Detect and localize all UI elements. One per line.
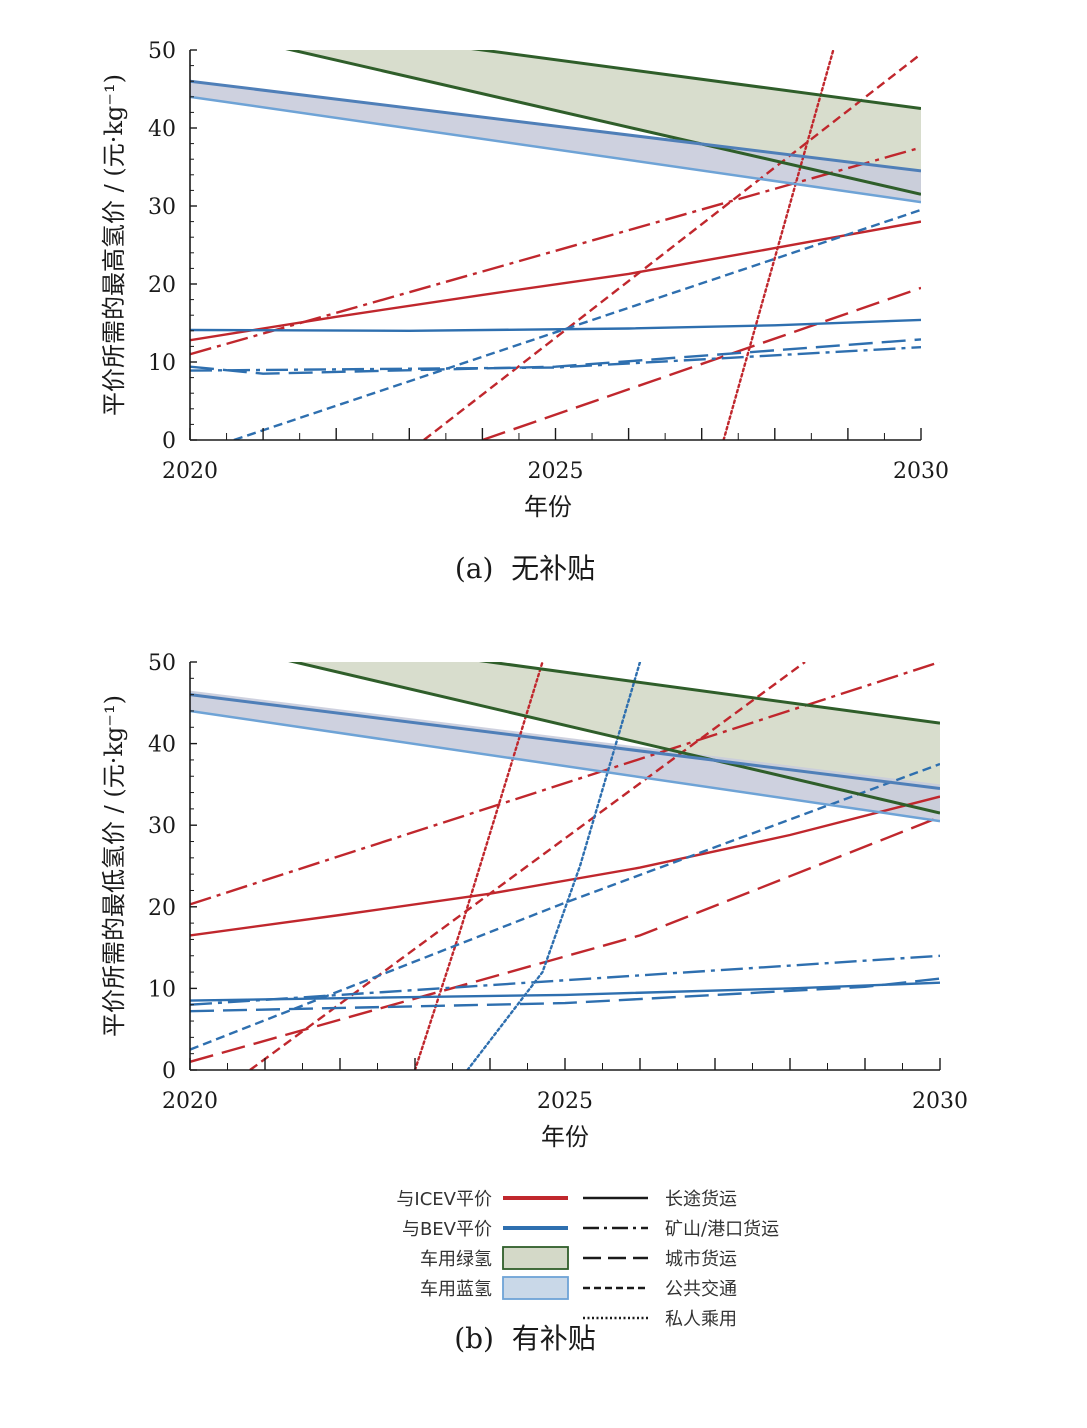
y-tick-label: 10 bbox=[148, 351, 176, 376]
x-tick-label: 2020 bbox=[162, 1089, 218, 1114]
y-tick-label: 40 bbox=[148, 117, 176, 142]
legend-label-bev: 与BEV平价 bbox=[402, 1219, 492, 1240]
legend: 与ICEV平价 与BEV平价 车用绿氢 车用蓝氢 长途货运 矿山/港口货运 城市… bbox=[396, 1189, 779, 1330]
y-tick-label: 50 bbox=[148, 39, 176, 64]
series-line-0 bbox=[190, 795, 940, 937]
x-tick-label: 2030 bbox=[893, 459, 949, 484]
series-line-8 bbox=[233, 208, 921, 440]
legend-label-long-haul: 长途货运 bbox=[665, 1189, 737, 1210]
series-line-12 bbox=[190, 693, 940, 790]
series-line-4 bbox=[722, 50, 835, 440]
plot-area-b bbox=[190, 662, 940, 1070]
y-axis-label-b: 平价所需的最低氢价 / (元·kg⁻¹) bbox=[100, 695, 128, 1037]
plot-area-a bbox=[190, 50, 921, 440]
series-line-5 bbox=[190, 981, 940, 1002]
y-tick-label: 10 bbox=[148, 977, 176, 1002]
series-line-6 bbox=[190, 954, 940, 1006]
y-tick-label: 0 bbox=[162, 1059, 176, 1084]
x-tick-label: 2030 bbox=[912, 1089, 968, 1114]
x-tick-label: 2025 bbox=[537, 1089, 593, 1114]
series-line-9 bbox=[471, 50, 921, 110]
series-line-5 bbox=[190, 318, 921, 333]
series-line-2 bbox=[190, 815, 940, 1063]
x-tick-label: 2025 bbox=[528, 459, 584, 484]
legend-swatch-box bbox=[502, 1246, 569, 1270]
caption-a: (a) 无补贴 bbox=[455, 552, 595, 585]
y-axis-label-a: 平价所需的最高氢价 / (元·kg⁻¹) bbox=[100, 74, 128, 416]
y-tick-label: 30 bbox=[148, 195, 176, 220]
series-line-13 bbox=[190, 709, 940, 823]
band-blue-h2 bbox=[190, 690, 940, 822]
series-line-7 bbox=[190, 338, 921, 375]
series-line-1 bbox=[190, 662, 940, 906]
legend-color-keys: 与ICEV平价 与BEV平价 车用绿氢 车用蓝氢 bbox=[396, 1189, 569, 1300]
y-tick-label: 0 bbox=[162, 429, 176, 454]
series-line-3 bbox=[423, 52, 921, 440]
y-tick-label: 50 bbox=[148, 651, 176, 676]
band-blue-h2 bbox=[190, 81, 921, 203]
series-line-10 bbox=[285, 50, 921, 196]
legend-label-private-car: 私人乘用 bbox=[665, 1309, 737, 1330]
y-tick-label: 20 bbox=[148, 273, 176, 298]
legend-label-public-transit: 公共交通 bbox=[665, 1279, 737, 1300]
series-line-3 bbox=[249, 662, 806, 1070]
y-tick-label: 40 bbox=[148, 733, 176, 758]
legend-swatch-box bbox=[502, 1276, 569, 1300]
caption-b: (b) 有补贴 bbox=[454, 1322, 596, 1355]
series-line-4 bbox=[413, 662, 544, 1070]
series-line-8 bbox=[190, 762, 940, 1051]
legend-style-keys: 长途货运 矿山/港口货运 城市货运 公共交通 私人乘用 bbox=[583, 1189, 779, 1330]
series-line-7 bbox=[190, 977, 940, 1013]
x-tick-label: 2020 bbox=[162, 459, 218, 484]
legend-label-blue-h2: 车用蓝氢 bbox=[420, 1279, 492, 1300]
legend-label-urban-freight: 城市货运 bbox=[665, 1249, 737, 1270]
series-line-2 bbox=[482, 286, 921, 440]
legend-label-mining-port: 矿山/港口货运 bbox=[665, 1219, 779, 1240]
series-line-10 bbox=[478, 662, 940, 725]
legend-label-icev: 与ICEV平价 bbox=[396, 1189, 492, 1210]
series-line-11 bbox=[288, 662, 940, 815]
series-line-12 bbox=[190, 95, 921, 204]
series-line-9 bbox=[466, 662, 642, 1070]
legend-label-green-h2: 车用绿氢 bbox=[420, 1249, 492, 1270]
x-axis-label-a: 年份 bbox=[524, 493, 572, 521]
x-axis-label-b: 年份 bbox=[541, 1123, 589, 1151]
y-tick-label: 20 bbox=[148, 896, 176, 921]
series-line-6 bbox=[190, 346, 921, 372]
y-tick-label: 30 bbox=[148, 814, 176, 839]
series-line-11 bbox=[190, 79, 921, 173]
series-line-1 bbox=[190, 146, 921, 356]
